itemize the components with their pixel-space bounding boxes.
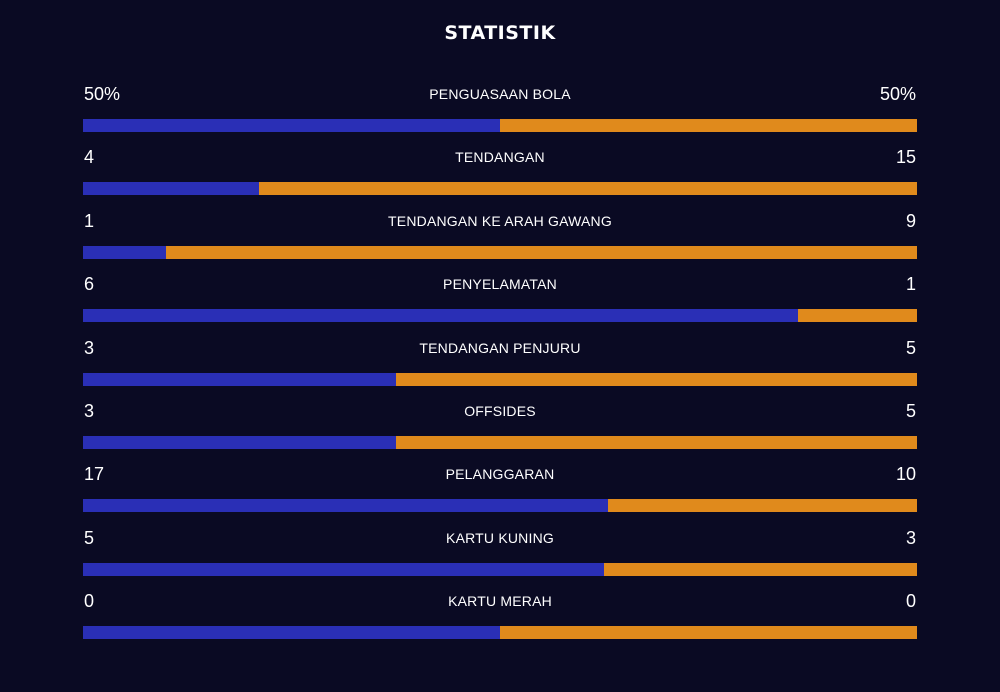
stat-label: KARTU KUNING: [446, 529, 554, 546]
away-bar: [500, 119, 917, 132]
stat-header: 3 OFFSIDES 5: [83, 398, 917, 424]
stat-label: PENYELAMATAN: [443, 276, 557, 293]
stat-bar: [83, 245, 917, 259]
home-value: 3: [84, 400, 95, 421]
stat-header: 6 PENYELAMATAN 1: [83, 271, 917, 297]
stat-row-yellow-cards: 5 KARTU KUNING 3: [83, 525, 917, 588]
home-bar: [83, 245, 167, 259]
stats-list: 50% PENGUASAAN BOLA 50% 4 TENDANGAN 15 1…: [83, 81, 917, 652]
stat-header: 5 KARTU KUNING 3: [83, 525, 917, 551]
stat-row-corners: 3 TENDANGAN PENJURU 5: [83, 335, 917, 398]
stat-label: KARTU MERAH: [448, 593, 552, 610]
stat-bar: [83, 562, 917, 576]
home-bar: [83, 182, 259, 196]
away-value: 1: [905, 274, 916, 295]
away-value: 15: [895, 147, 916, 168]
stat-header: 50% PENGUASAAN BOLA 50%: [83, 81, 917, 107]
stat-label: TENDANGAN PENJURU: [419, 339, 581, 356]
stat-bar: [83, 435, 917, 449]
stat-row-saves: 6 PENYELAMATAN 1: [83, 271, 917, 334]
home-bar: [83, 499, 609, 513]
home-bar: [83, 435, 396, 449]
home-bar: [83, 562, 605, 576]
home-value: 1: [84, 210, 95, 231]
away-bar: [797, 309, 917, 323]
away-bar: [608, 499, 917, 513]
home-value: 5: [84, 527, 95, 548]
home-value: 50%: [84, 84, 121, 104]
home-value: 17: [84, 464, 105, 485]
stat-label: PENGUASAAN BOLA: [429, 86, 571, 102]
stat-header: 0 KARTU MERAH 0: [83, 588, 917, 614]
stat-row-shots-on-target: 1 TENDANGAN KE ARAH GAWANG 9: [83, 208, 917, 271]
stat-bar: [83, 182, 917, 196]
stat-label: PELANGGARAN: [445, 466, 555, 483]
home-value: 0: [84, 591, 95, 612]
away-bar: [258, 182, 917, 196]
stat-bar: [83, 626, 917, 640]
stat-header: 1 TENDANGAN KE ARAH GAWANG 9: [83, 208, 917, 234]
stat-bar: [83, 372, 917, 386]
stat-label: OFFSIDES: [464, 402, 536, 419]
stat-bar: [83, 499, 917, 513]
stat-row-offsides: 3 OFFSIDES 5: [83, 398, 917, 461]
stat-bar: [83, 119, 917, 132]
stat-bar: [83, 309, 917, 323]
stat-header: 3 TENDANGAN PENJURU 5: [83, 335, 917, 361]
away-value: 3: [905, 527, 916, 548]
away-value: 9: [905, 210, 916, 231]
away-bar: [604, 562, 917, 576]
stat-header: 4 TENDANGAN 15: [83, 144, 917, 170]
stat-label: TENDANGAN KE ARAH GAWANG: [388, 212, 612, 229]
stat-row-possession: 50% PENGUASAAN BOLA 50%: [83, 81, 917, 144]
home-value: 3: [84, 337, 95, 358]
home-bar: [83, 626, 500, 640]
away-bar: [166, 245, 917, 259]
home-value: 6: [84, 274, 95, 295]
stat-label: TENDANGAN: [455, 149, 545, 166]
stat-row-fouls: 17 PELANGGARAN 10: [83, 461, 917, 524]
stat-header: 17 PELANGGARAN 10: [83, 461, 917, 487]
away-value: 0: [905, 591, 916, 612]
away-value: 5: [905, 337, 916, 358]
away-value: 5: [905, 400, 916, 421]
away-bar: [395, 435, 917, 449]
away-value: 50%: [879, 84, 916, 104]
away-bar: [395, 372, 917, 386]
stat-row-shots: 4 TENDANGAN 15: [83, 144, 917, 207]
home-value: 4: [84, 147, 95, 168]
stats-title: STATISTIK: [444, 22, 556, 44]
stat-row-red-cards: 0 KARTU MERAH 0: [83, 588, 917, 651]
home-bar: [83, 372, 396, 386]
home-bar: [83, 119, 500, 132]
away-value: 10: [895, 464, 916, 485]
home-bar: [83, 309, 798, 323]
away-bar: [500, 626, 917, 640]
